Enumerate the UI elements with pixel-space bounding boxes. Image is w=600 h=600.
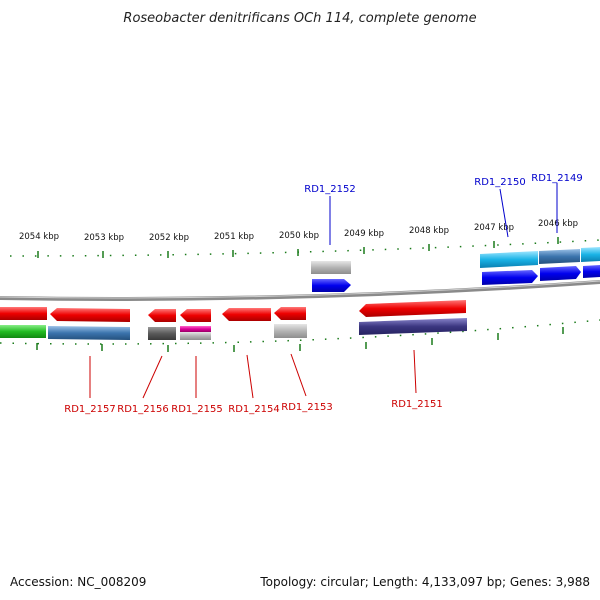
gene-arrow-blue-edge[interactable] (583, 265, 600, 278)
scale-label: 2052 kbp (149, 233, 189, 243)
gene-arrow-rd1-2149[interactable] (540, 266, 581, 281)
gene-labels-top: RD1_2152 RD1_2150 RD1_2149 (304, 173, 582, 195)
gene-labels-bottom: RD1_2157 RD1_2156 RD1_2155 RD1_2154 RD1_… (64, 399, 442, 415)
gene-arrow-rd1-2154[interactable] (222, 308, 271, 321)
gene-box-magenta[interactable] (180, 326, 211, 332)
gene-box-steel[interactable] (539, 249, 580, 264)
scale-label: 2048 kbp (409, 226, 449, 236)
gene-label: RD1_2155 (171, 404, 222, 415)
gene-label: RD1_2150 (474, 177, 525, 188)
genome-summary-text: Topology: circular; Length: 4,133,097 bp… (259, 575, 590, 589)
gene-box-cyan-2[interactable] (581, 247, 600, 262)
gene-arrow-rd1-2153[interactable] (274, 307, 306, 320)
gene-box-green[interactable] (0, 325, 46, 338)
gene-label: RD1_2156 (117, 404, 168, 415)
scale-label: 2054 kbp (19, 232, 59, 242)
gene-arrow-rd1-2155[interactable] (180, 309, 211, 322)
gene-label: RD1_2157 (64, 404, 115, 415)
gene-box-gray-bottom[interactable] (274, 324, 307, 338)
scale-major-ticks-top (37, 237, 559, 258)
genome-backbone-highlight (0, 280, 600, 299)
gene-label: RD1_2152 (304, 184, 355, 195)
gene-label: RD1_2149 (531, 173, 582, 184)
scale-label: 2051 kbp (214, 232, 254, 242)
accession-text: Accession: NC_008209 (10, 575, 146, 589)
gene-arrow-rd1-2151[interactable] (359, 300, 466, 317)
scale-label: 2049 kbp (344, 229, 384, 239)
chart-title: Roseobacter denitrificans OCh 114, compl… (123, 11, 476, 26)
scale-labels: 2054 kbp 2053 kbp 2052 kbp 2051 kbp 2050… (19, 219, 578, 243)
genome-backbone (0, 280, 600, 301)
forward-strand-features[interactable] (311, 247, 600, 292)
gene-box-gray-small[interactable] (180, 332, 211, 340)
gene-box-purple[interactable] (359, 318, 467, 335)
scale-minor-ticks-bottom (0, 319, 600, 345)
scale-label: 2047 kbp (474, 223, 514, 233)
gene-box-gray[interactable] (311, 261, 351, 274)
scale-label: 2053 kbp (84, 233, 124, 243)
scale-ticks-bottom (0, 319, 600, 345)
gene-arrow-rd1-2150[interactable] (482, 270, 538, 285)
scale-major-ticks-bottom (36, 327, 564, 352)
gene-arrow-rd1-2152[interactable] (312, 279, 351, 292)
reverse-strand-features[interactable] (0, 300, 467, 340)
gene-arrow-red-edge[interactable] (0, 307, 47, 320)
scale-label: 2050 kbp (279, 231, 319, 241)
gene-arrow-rd1-2156[interactable] (148, 309, 176, 322)
label-leaders (89, 183, 558, 399)
gene-arrow-rd1-2157[interactable] (50, 308, 130, 322)
gene-box-dark[interactable] (148, 327, 176, 340)
gene-label: RD1_2151 (391, 399, 442, 410)
scale-label: 2046 kbp (538, 219, 578, 229)
gene-box-cyan[interactable] (480, 251, 538, 268)
gene-label: RD1_2153 (281, 402, 332, 413)
gene-box-steel-bottom[interactable] (48, 326, 130, 340)
gene-label: RD1_2154 (228, 404, 279, 415)
